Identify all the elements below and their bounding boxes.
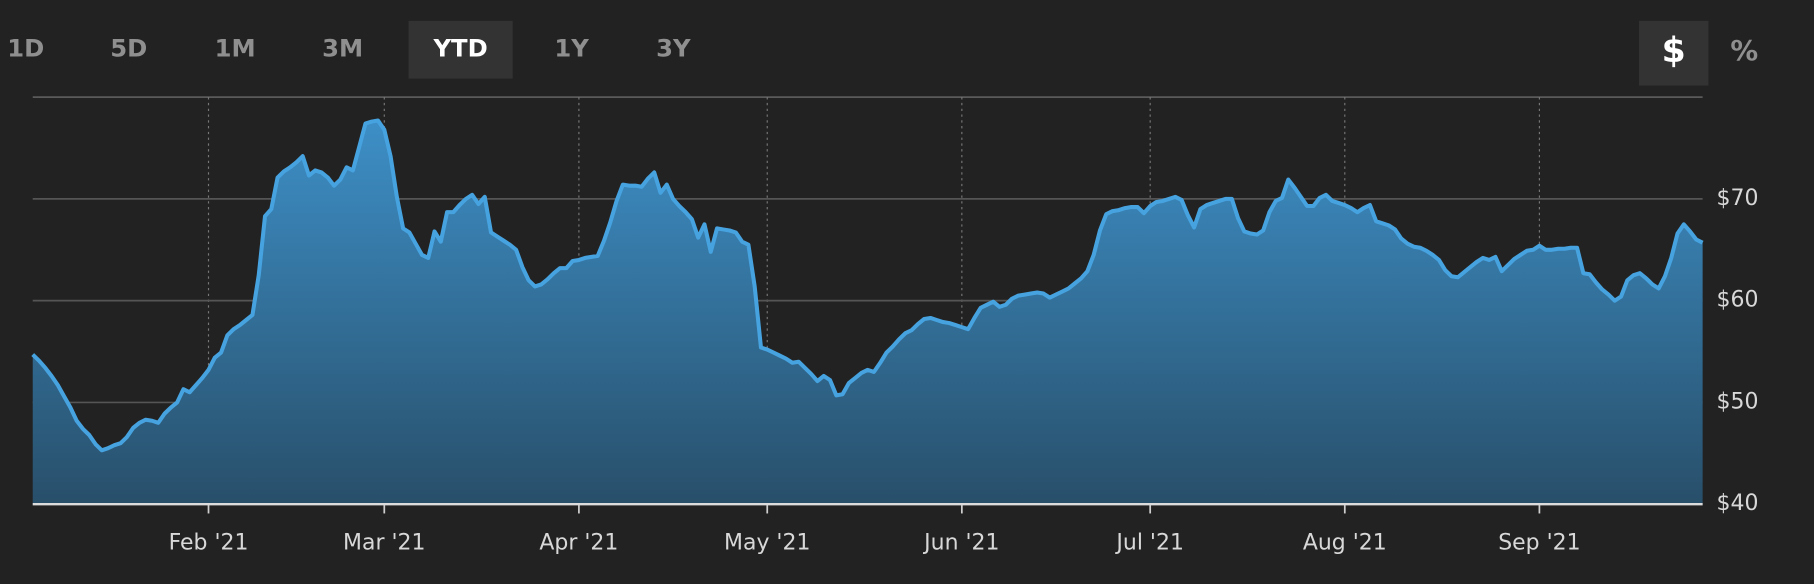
x-tick-label: Aug '21 [1303,531,1387,556]
range-button[interactable]: 3Y [656,34,691,63]
range-button[interactable]: 1M [215,34,256,63]
y-tick-label: $40 [1717,491,1759,516]
price-line [31,118,1704,453]
unit-button-bg [1639,20,1709,86]
y-tick-label: $50 [1717,389,1759,414]
x-tick-label: Mar '21 [343,531,425,556]
x-tick-label: Jul '21 [1114,531,1183,556]
y-tick-label: $60 [1717,288,1759,313]
toolbar: 1D 5D 1M 3M YTD 1Y 3Y $% [7,20,1758,86]
x-tick-label: Sep '21 [1498,531,1580,556]
x-tick-label: Jun '21 [922,531,999,556]
unit-button[interactable]: % [1730,34,1758,67]
range-button-bg [408,20,513,79]
plot-area: Feb '21 Mar '21 Apr '21 May '21 Jun '21 Jul '… [31,97,1759,556]
x-tick-label: Feb '21 [169,531,249,556]
range-button[interactable]: 1D [7,34,44,63]
range-button[interactable]: 3M [322,34,363,63]
unit-button[interactable]: $ [1662,31,1686,71]
x-tick-label: May '21 [724,531,810,556]
range-button[interactable]: 5D [110,34,147,63]
range-button[interactable]: YTD [432,34,487,63]
y-tick-label: $70 [1717,186,1759,211]
price-area [32,120,1703,505]
range-button[interactable]: 1Y [554,34,589,63]
x-tick-label: Apr '21 [539,531,618,556]
